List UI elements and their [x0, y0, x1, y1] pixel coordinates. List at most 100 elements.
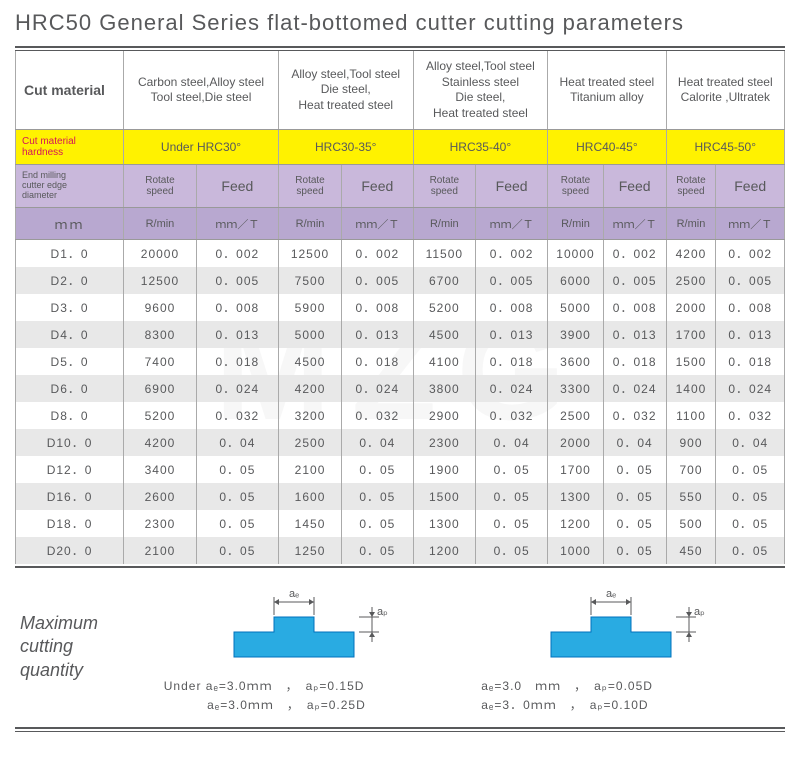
value-cell: 0．05	[603, 537, 666, 564]
mmt-label: ｍｍ／Ｔ	[196, 208, 278, 240]
svg-text:aₚ: aₚ	[377, 606, 388, 618]
max-cutting-label: Maximumcuttingquantity	[20, 587, 145, 682]
table-row: D6．069000．02442000．02438000．02433000．024…	[16, 375, 785, 402]
value-cell: 0．05	[196, 537, 278, 564]
diameter-cell: D20．0	[16, 537, 124, 564]
value-cell: 3900	[548, 321, 604, 348]
divider	[15, 727, 785, 729]
labels-row: End millingcutter edgediameterRotatespee…	[16, 165, 785, 208]
value-cell: 10000	[548, 240, 604, 268]
value-cell: 0．002	[196, 240, 278, 268]
value-cell: 1500	[413, 483, 476, 510]
table-row: D12．034000．0521000．0519000．0517000．05700…	[16, 456, 785, 483]
rmin-label: R/min	[278, 208, 341, 240]
value-cell: 20000	[124, 240, 197, 268]
diameter-cell: D18．0	[16, 510, 124, 537]
diameter-cell: D3．0	[16, 294, 124, 321]
value-cell: 4200	[666, 240, 716, 268]
feed-label: Feed	[476, 165, 548, 208]
value-cell: 2100	[124, 537, 197, 564]
value-cell: 0．013	[716, 321, 785, 348]
value-cell: 7400	[124, 348, 197, 375]
value-cell: 0．005	[716, 267, 785, 294]
value-cell: 0．05	[716, 510, 785, 537]
value-cell: 0．013	[603, 321, 666, 348]
feed-label: Feed	[342, 165, 413, 208]
diagram-right-text: aₑ=3.0 ｍｍ ， aₚ=0.05D aₑ=3．0ｍｍ ， aₚ=0.10D	[481, 677, 761, 715]
value-cell: 12500	[278, 240, 341, 268]
value-cell: 0．032	[342, 402, 413, 429]
value-cell: 0．05	[342, 510, 413, 537]
divider	[15, 46, 785, 48]
value-cell: 0．005	[476, 267, 548, 294]
mmt-label: ｍｍ／Ｔ	[342, 208, 413, 240]
value-cell: 4100	[413, 348, 476, 375]
value-cell: 0．05	[342, 456, 413, 483]
rmin-label: R/min	[548, 208, 604, 240]
value-cell: 5000	[278, 321, 341, 348]
value-cell: 0．013	[196, 321, 278, 348]
value-cell: 5900	[278, 294, 341, 321]
value-cell: 1250	[278, 537, 341, 564]
table-row: D1．0200000．002125000．002115000．002100000…	[16, 240, 785, 268]
mmt-label: ｍｍ／Ｔ	[476, 208, 548, 240]
value-cell: 7500	[278, 267, 341, 294]
value-cell: 8300	[124, 321, 197, 348]
feed-label: Feed	[196, 165, 278, 208]
value-cell: 0．024	[476, 375, 548, 402]
material-col: Alloy steel,Tool steelStainless steelDie…	[413, 51, 548, 130]
diagram-left: aₑ aₚ Under aₑ=3.0ｍｍ ， aₚ=0.15D aₑ=3.0ｍｍ…	[145, 587, 463, 715]
value-cell: 1300	[548, 483, 604, 510]
table-row: D2．0125000．00575000．00567000．00560000．00…	[16, 267, 785, 294]
value-cell: 0．04	[196, 429, 278, 456]
svg-text:aₑ: aₑ	[289, 588, 299, 600]
value-cell: 2300	[413, 429, 476, 456]
value-cell: 2500	[548, 402, 604, 429]
value-cell: 0．05	[716, 537, 785, 564]
value-cell: 1100	[666, 402, 716, 429]
value-cell: 0．018	[196, 348, 278, 375]
table-row: D5．074000．01845000．01841000．01836000．018…	[16, 348, 785, 375]
rmin-label: R/min	[666, 208, 716, 240]
value-cell: 1700	[548, 456, 604, 483]
value-cell: 1450	[278, 510, 341, 537]
table-row: D3．096000．00859000．00852000．00850000．008…	[16, 294, 785, 321]
bottom-section: Maximumcuttingquantity aₑ aₚ Under aₑ=3.…	[15, 572, 785, 725]
value-cell: 6000	[548, 267, 604, 294]
value-cell: 0．024	[342, 375, 413, 402]
value-cell: 3300	[548, 375, 604, 402]
value-cell: 2600	[124, 483, 197, 510]
value-cell: 0．002	[716, 240, 785, 268]
edge-label: End millingcutter edgediameter	[16, 165, 124, 208]
mmt-label: ｍｍ／Ｔ	[603, 208, 666, 240]
value-cell: 1400	[666, 375, 716, 402]
cutting-diagram-icon: aₑ aₚ	[214, 587, 394, 677]
value-cell: 1500	[666, 348, 716, 375]
value-cell: 1300	[413, 510, 476, 537]
value-cell: 0．005	[342, 267, 413, 294]
value-cell: 0．05	[342, 537, 413, 564]
table-row: D16．026000．0516000．0515000．0513000．05550…	[16, 483, 785, 510]
value-cell: 2900	[413, 402, 476, 429]
value-cell: 4200	[124, 429, 197, 456]
value-cell: 0．024	[716, 375, 785, 402]
value-cell: 0．002	[603, 240, 666, 268]
value-cell: 3800	[413, 375, 476, 402]
units-row: ｍｍR/minｍｍ／ＴR/minｍｍ／ＴR/minｍｍ／ＴR/minｍｍ／ＴR/…	[16, 208, 785, 240]
table-row: D4．083000．01350000．01345000．01339000．013…	[16, 321, 785, 348]
value-cell: 0．002	[476, 240, 548, 268]
value-cell: 0．024	[196, 375, 278, 402]
value-cell: 4500	[413, 321, 476, 348]
value-cell: 11500	[413, 240, 476, 268]
value-cell: 900	[666, 429, 716, 456]
value-cell: 4200	[278, 375, 341, 402]
value-cell: 0．04	[476, 429, 548, 456]
value-cell: 0．05	[476, 537, 548, 564]
value-cell: 0．04	[716, 429, 785, 456]
value-cell: 0．032	[716, 402, 785, 429]
value-cell: 1200	[548, 510, 604, 537]
value-cell: 0．008	[716, 294, 785, 321]
diagram-left-text: Under aₑ=3.0ｍｍ ， aₚ=0.15D aₑ=3.0ｍｍ ， aₚ=…	[164, 677, 444, 715]
value-cell: 450	[666, 537, 716, 564]
table-row: D18．023000．0514500．0513000．0512000．05500…	[16, 510, 785, 537]
